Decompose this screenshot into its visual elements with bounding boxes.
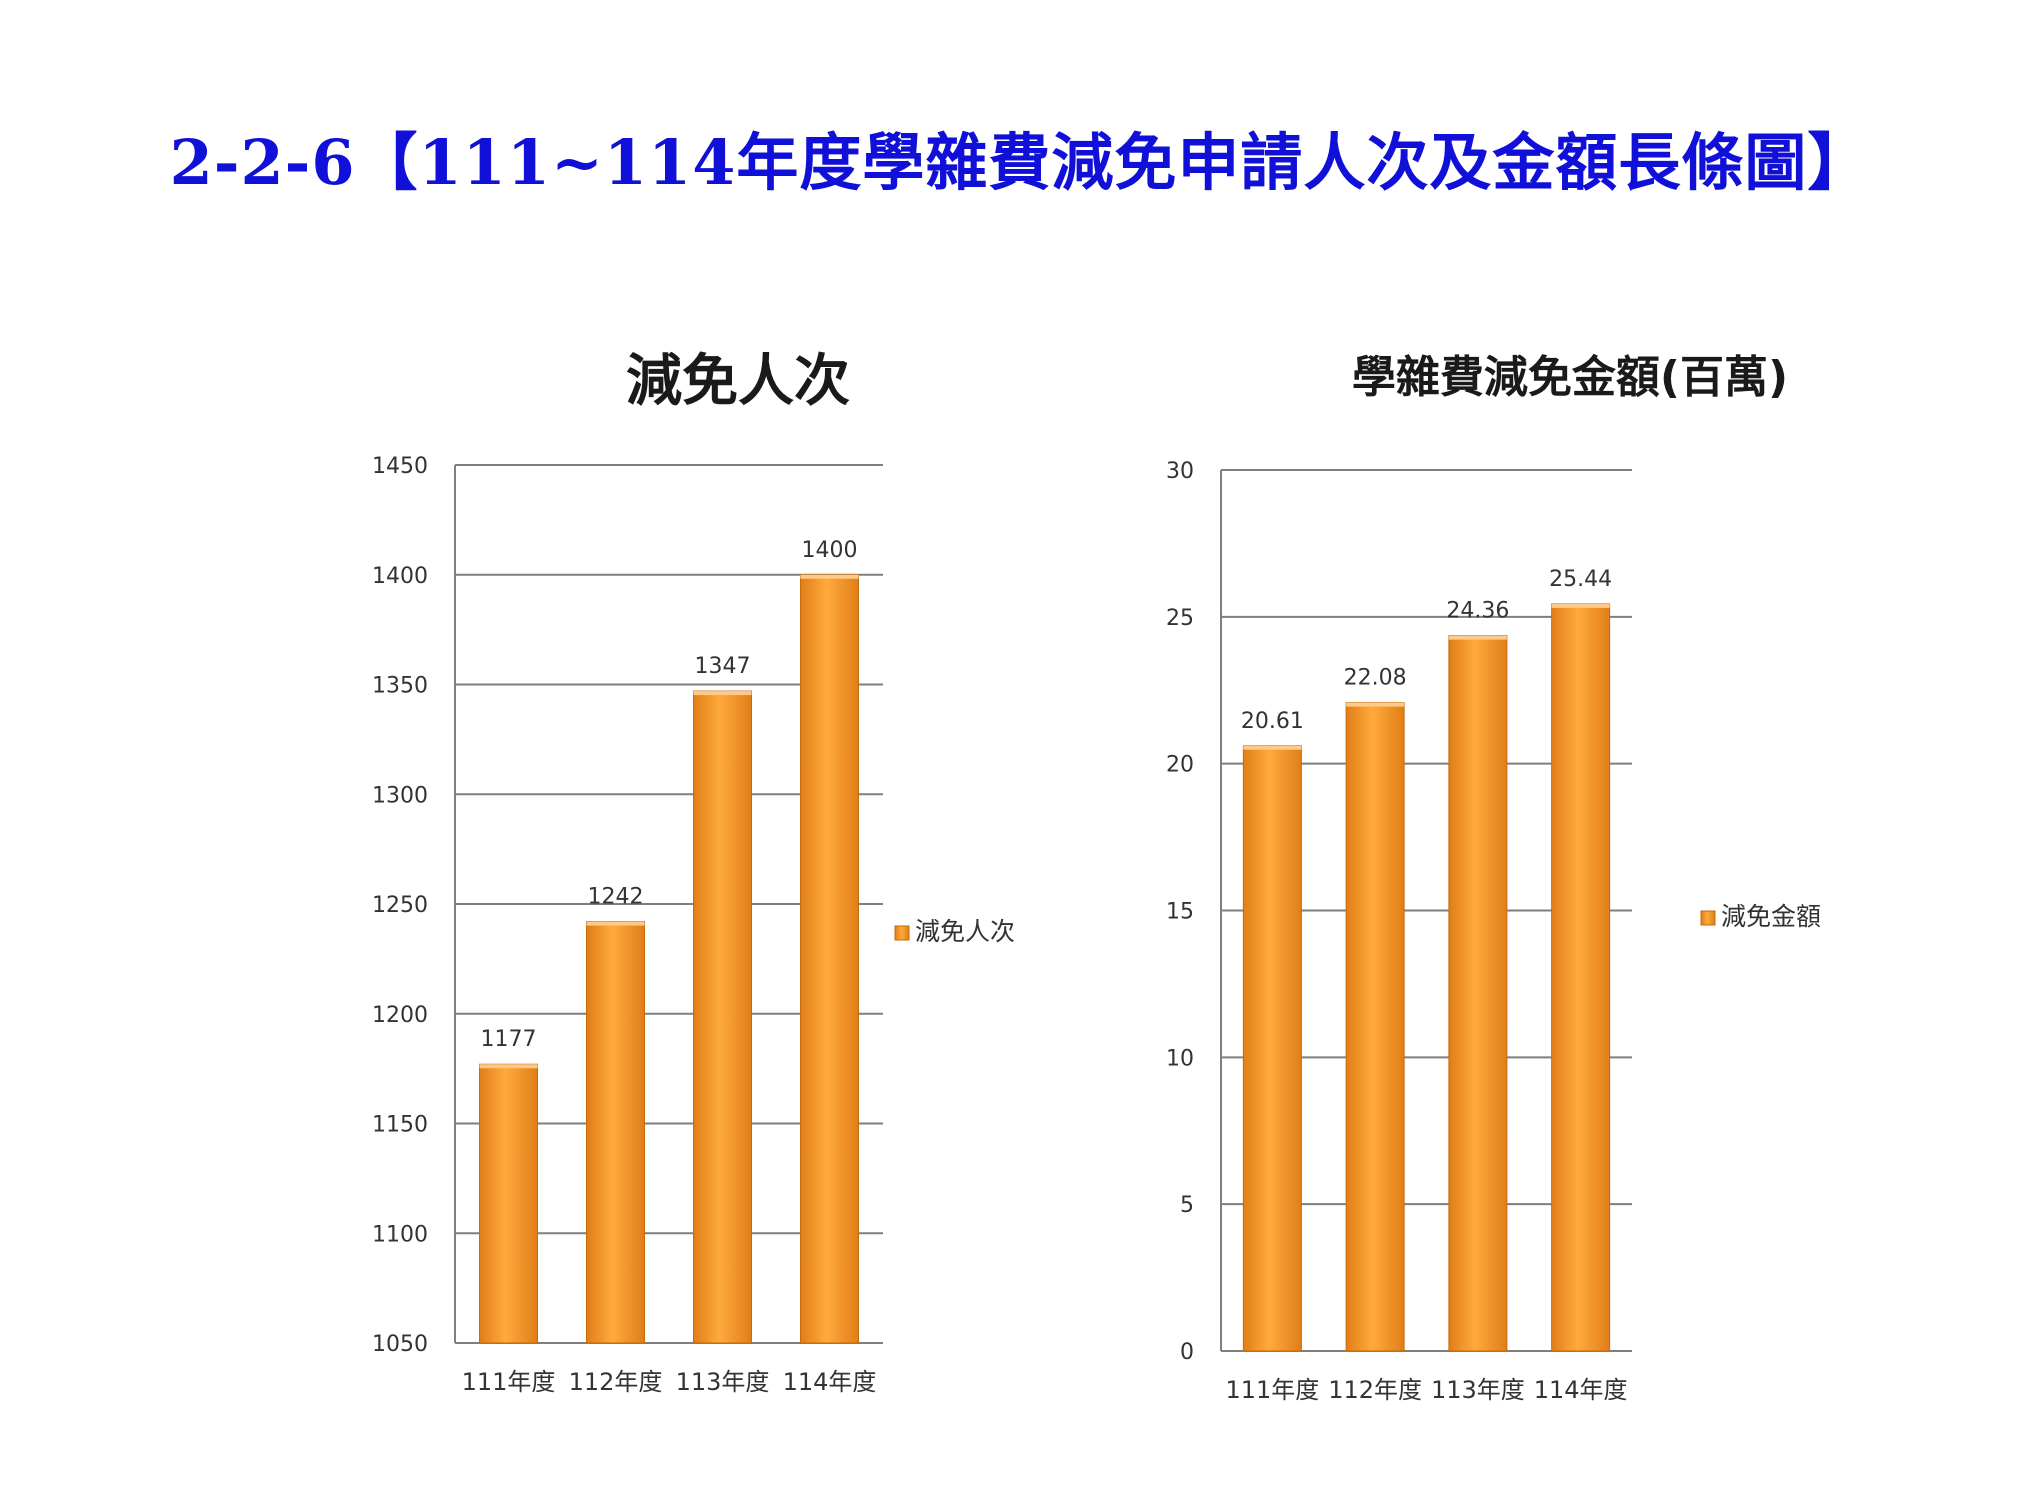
data-label: 1347 bbox=[695, 654, 751, 679]
x-category-label: 113年度 bbox=[1431, 1376, 1525, 1404]
y-tick-label: 1150 bbox=[372, 1113, 428, 1138]
x-category-label: 113年度 bbox=[676, 1368, 770, 1396]
y-tick-label: 5 bbox=[1180, 1193, 1194, 1218]
bar bbox=[1242, 745, 1302, 1352]
legend-swatch bbox=[894, 925, 910, 941]
page-title: 2-2-6【111~114年度學雜費減免申請人次及金額長條圖】 bbox=[169, 126, 1871, 199]
data-label: 24.36 bbox=[1446, 599, 1509, 624]
bar bbox=[1448, 635, 1508, 1352]
chart-title: 學雜費減免金額(百萬) bbox=[1352, 352, 1788, 403]
bar bbox=[1551, 603, 1611, 1352]
data-label: 25.44 bbox=[1549, 567, 1612, 592]
y-tick-label: 15 bbox=[1166, 900, 1194, 925]
bar-top-highlight bbox=[693, 691, 752, 696]
y-tick-label: 10 bbox=[1166, 1046, 1194, 1071]
bar bbox=[1345, 702, 1405, 1352]
chart-applicant-count: 減免人次 1050 1100 1150 1200 1250 1300 1350 1400 1450… bbox=[372, 349, 1015, 1396]
legend-swatch bbox=[1700, 910, 1716, 926]
data-label: 1177 bbox=[481, 1027, 537, 1052]
data-label: 20.61 bbox=[1241, 709, 1304, 734]
bar-top-highlight bbox=[800, 574, 859, 579]
x-category-label: 114年度 bbox=[1534, 1376, 1628, 1404]
y-tick-label: 30 bbox=[1166, 459, 1194, 484]
legend-label: 減免人次 bbox=[915, 917, 1015, 946]
y-tick-label: 1100 bbox=[372, 1222, 428, 1247]
x-category-label: 114年度 bbox=[783, 1368, 877, 1396]
chart-title: 減免人次 bbox=[626, 349, 850, 414]
x-category-label: 112年度 bbox=[569, 1368, 663, 1396]
bar bbox=[800, 574, 859, 1344]
y-tick-label: 1350 bbox=[372, 674, 428, 699]
bar-top-highlight bbox=[1551, 603, 1610, 608]
data-label: 1242 bbox=[588, 885, 644, 910]
y-tick-label: 20 bbox=[1166, 753, 1194, 778]
x-category-label: 111年度 bbox=[1225, 1376, 1319, 1404]
bar-top-highlight bbox=[1448, 635, 1507, 640]
y-tick-label: 1250 bbox=[372, 893, 428, 918]
x-category-label: 111年度 bbox=[462, 1368, 556, 1396]
bar-top-highlight bbox=[479, 1064, 538, 1069]
y-tick-label: 1300 bbox=[372, 783, 428, 808]
bar-top-highlight bbox=[586, 921, 645, 926]
bar bbox=[586, 921, 645, 1344]
x-category-label: 112年度 bbox=[1328, 1376, 1422, 1404]
bar-top-highlight bbox=[1346, 702, 1405, 707]
y-tick-label: 0 bbox=[1180, 1340, 1194, 1365]
y-tick-label: 1200 bbox=[372, 1003, 428, 1028]
y-tick-label: 25 bbox=[1166, 606, 1194, 631]
data-label: 1400 bbox=[802, 538, 858, 563]
y-tick-label: 1050 bbox=[372, 1332, 428, 1357]
y-tick-label: 1400 bbox=[372, 564, 428, 589]
y-tick-label: 1450 bbox=[372, 454, 428, 479]
legend-label: 減免金額 bbox=[1721, 902, 1821, 931]
data-label: 22.08 bbox=[1344, 666, 1407, 691]
bar-top-highlight bbox=[1243, 745, 1302, 750]
